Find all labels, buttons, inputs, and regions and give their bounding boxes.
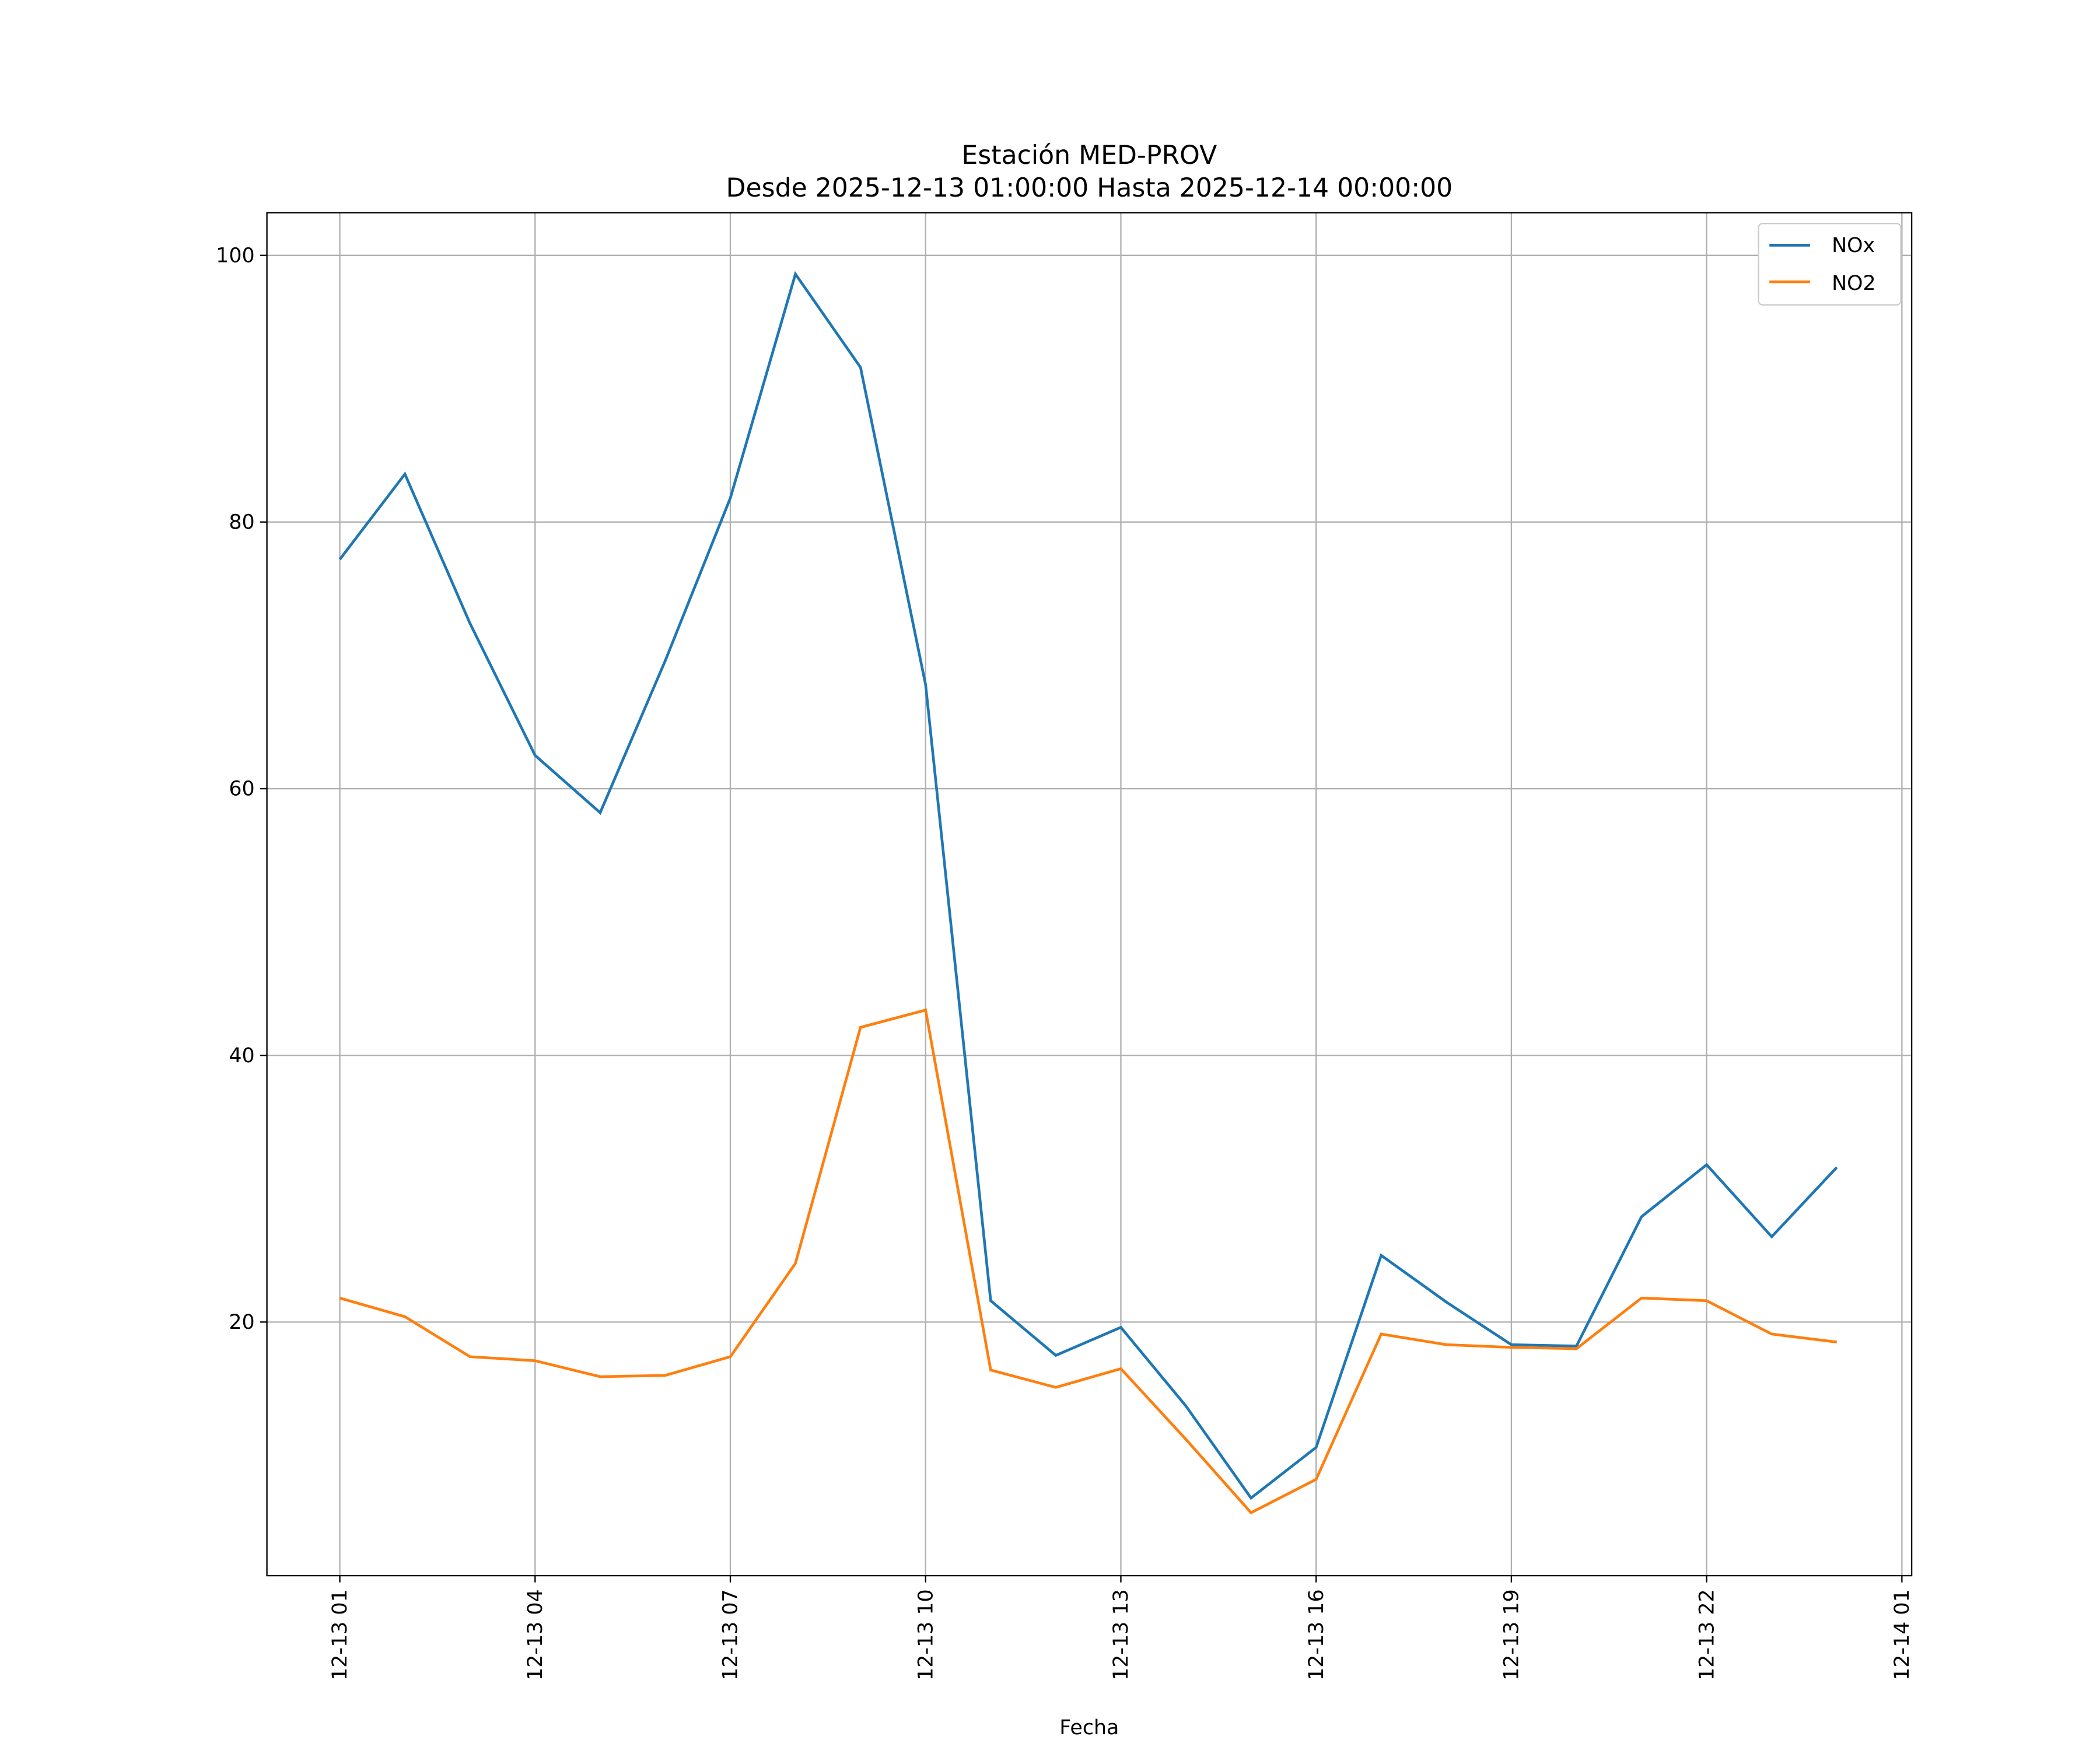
- x-tick-label: 12-13 04: [524, 1589, 547, 1681]
- x-tick-label: 12-14 01: [1891, 1589, 1914, 1681]
- x-tick-label: 12-13 19: [1500, 1589, 1524, 1681]
- plot-frame: [266, 212, 1913, 1577]
- series-line-nox: [338, 271, 1838, 1500]
- grid-lines: [267, 212, 1912, 1576]
- y-tick-label: 100: [216, 244, 254, 267]
- chart-title: Estación MED-PROV: [961, 141, 1217, 170]
- x-axis-label: Fecha: [1059, 1716, 1119, 1740]
- y-tick-label: 20: [229, 1311, 254, 1334]
- y-tick-label: 80: [229, 511, 254, 534]
- x-tick-label: 12-13 16: [1305, 1589, 1328, 1681]
- x-tick-label: 12-13 22: [1695, 1589, 1718, 1681]
- y-tick-label: 40: [229, 1044, 254, 1068]
- axis-ticks: 20 40 60 80 100 12-13 01 12-13 04 12-13 07 12-13…: [216, 244, 1914, 1681]
- chart-subtitle: Desde 2025-12-13 01:00:00 Hasta 2025-12-…: [726, 173, 1452, 203]
- legend-label-no2: NO2: [1832, 272, 1876, 295]
- y-tick-label: 60: [229, 778, 254, 801]
- x-tick-label: 12-13 01: [328, 1589, 352, 1681]
- x-tick-label: 12-13 13: [1110, 1589, 1133, 1681]
- series-line-no2: [339, 1008, 1838, 1515]
- x-tick-label: 12-13 10: [914, 1589, 937, 1681]
- legend: NOx NO2: [1758, 223, 1902, 306]
- series-lines: [338, 271, 1838, 1515]
- x-tick-label: 12-13 07: [719, 1589, 743, 1681]
- legend-label-nox: NOx: [1832, 234, 1875, 257]
